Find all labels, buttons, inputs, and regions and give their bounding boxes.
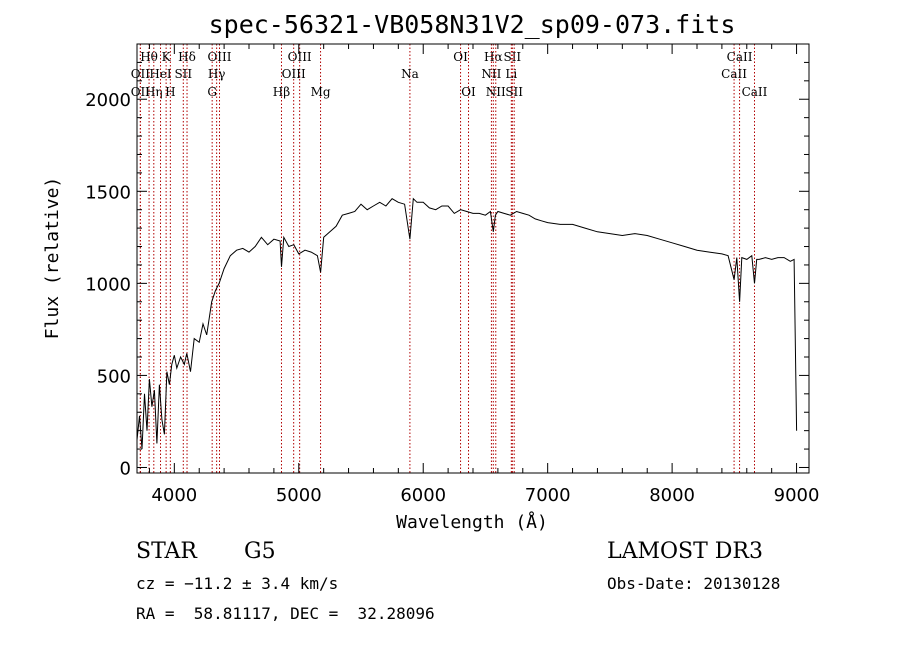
x-tick-label-2: 6000 bbox=[400, 485, 446, 506]
line-label-3: Hη bbox=[145, 85, 163, 99]
line-label-0: Hθ bbox=[140, 50, 158, 64]
x-axis-label: Wavelength (Å) bbox=[396, 511, 548, 533]
line-label-22: SII bbox=[503, 50, 521, 64]
x-tick-label-5: 9000 bbox=[774, 485, 820, 506]
line-label-12: Hβ bbox=[273, 85, 290, 99]
x-tick-label-1: 5000 bbox=[276, 485, 322, 506]
line-label-1: OII bbox=[131, 67, 151, 81]
line-label-10: Hγ bbox=[208, 67, 226, 81]
line-label-4: HeI bbox=[149, 67, 172, 81]
line-label-18: OI bbox=[461, 85, 476, 99]
observation-date: Obs-Date: 20130128 bbox=[607, 574, 781, 593]
object-class: STAR bbox=[136, 539, 197, 564]
plot-frame bbox=[136, 43, 810, 474]
line-label-11: G bbox=[207, 85, 217, 99]
line-label-24: SII bbox=[505, 85, 523, 99]
line-label-26: CaII bbox=[721, 67, 747, 81]
y-tick-label-4: 2000 bbox=[85, 90, 131, 111]
line-label-27: CaII bbox=[742, 85, 768, 99]
coordinates: RA = 58.81117, DEC = 32.28096 bbox=[136, 604, 435, 623]
line-label-23: Li bbox=[505, 67, 517, 81]
x-tick-label-0: 4000 bbox=[151, 485, 197, 506]
line-label-17: OI bbox=[453, 50, 468, 64]
line-label-19: Hα bbox=[484, 50, 503, 64]
series-line-0 bbox=[136, 197, 798, 450]
y-tick-label-0: 0 bbox=[120, 458, 131, 479]
x-tick-label-3: 7000 bbox=[525, 485, 571, 506]
line-label-16: Na bbox=[401, 67, 419, 81]
line-label-2: OII bbox=[131, 85, 151, 99]
line-label-15: Mg bbox=[311, 85, 331, 99]
redshift-velocity: cz = −11.2 ± 3.4 km/s bbox=[136, 574, 339, 593]
y-tick-label-2: 1000 bbox=[85, 274, 131, 295]
x-tick-label-4: 8000 bbox=[649, 485, 695, 506]
chart-title: spec-56321-VB058N31V2_sp09-073.fits bbox=[209, 10, 736, 39]
line-label-5: K bbox=[162, 50, 172, 64]
line-label-25: CaII bbox=[727, 50, 753, 64]
series-layer bbox=[136, 197, 798, 450]
line-label-9: OIII bbox=[207, 50, 231, 64]
y-tick-label-3: 1500 bbox=[85, 182, 131, 203]
line-label-8: Hδ bbox=[178, 50, 196, 64]
survey-name: LAMOST DR3 bbox=[607, 539, 763, 564]
line-label-20: NII bbox=[481, 67, 501, 81]
line-label-7: SII bbox=[174, 67, 192, 81]
line-label-13: OIII bbox=[288, 50, 312, 64]
line-label-14: OIII bbox=[282, 67, 306, 81]
line-label-21: NII bbox=[486, 85, 506, 99]
axis-ticks: 4000 5000 6000 7000 8000 9000 0 500 1000 1500 2000 bbox=[85, 44, 819, 506]
y-tick-label-1: 500 bbox=[97, 366, 131, 387]
object-subclass: G5 bbox=[244, 539, 276, 564]
y-axis-label: Flux (relative) bbox=[42, 177, 63, 340]
line-label-6: H bbox=[165, 85, 175, 99]
